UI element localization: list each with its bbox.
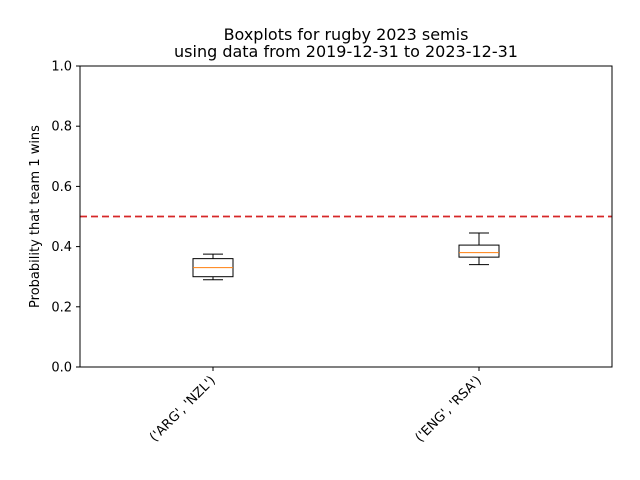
- y-axis-label: Probability that team 1 wins: [28, 125, 43, 308]
- y-tick-label: 0.8: [51, 120, 72, 135]
- box-0: [192, 253, 234, 281]
- chart-title-line-1: Boxplots for rugby 2023 semis: [224, 25, 469, 44]
- x-tick-label: ('ENG', 'RSA'): [413, 373, 485, 445]
- y-tick-label: 0.6: [51, 180, 72, 195]
- y-tick-label: 0.0: [51, 361, 72, 376]
- x-axis: ('ARG', 'NZL') ('ENG', 'RSA'): [147, 367, 485, 445]
- plot-frame: [79, 65, 613, 368]
- y-axis: 0.0 0.2 0.4 0.6 0.8 1.0: [51, 60, 80, 376]
- y-tick-label: 0.2: [51, 300, 72, 315]
- chart-title-line-2: using data from 2019-12-31 to 2023-12-31: [174, 42, 518, 61]
- y-tick-label: 0.4: [51, 240, 72, 255]
- x-tick-label: ('ARG', 'NZL'): [147, 373, 219, 445]
- box-1: [458, 232, 500, 266]
- boxes-layer: [192, 232, 500, 281]
- iqr-box: [458, 244, 500, 258]
- y-tick-label: 1.0: [51, 60, 72, 75]
